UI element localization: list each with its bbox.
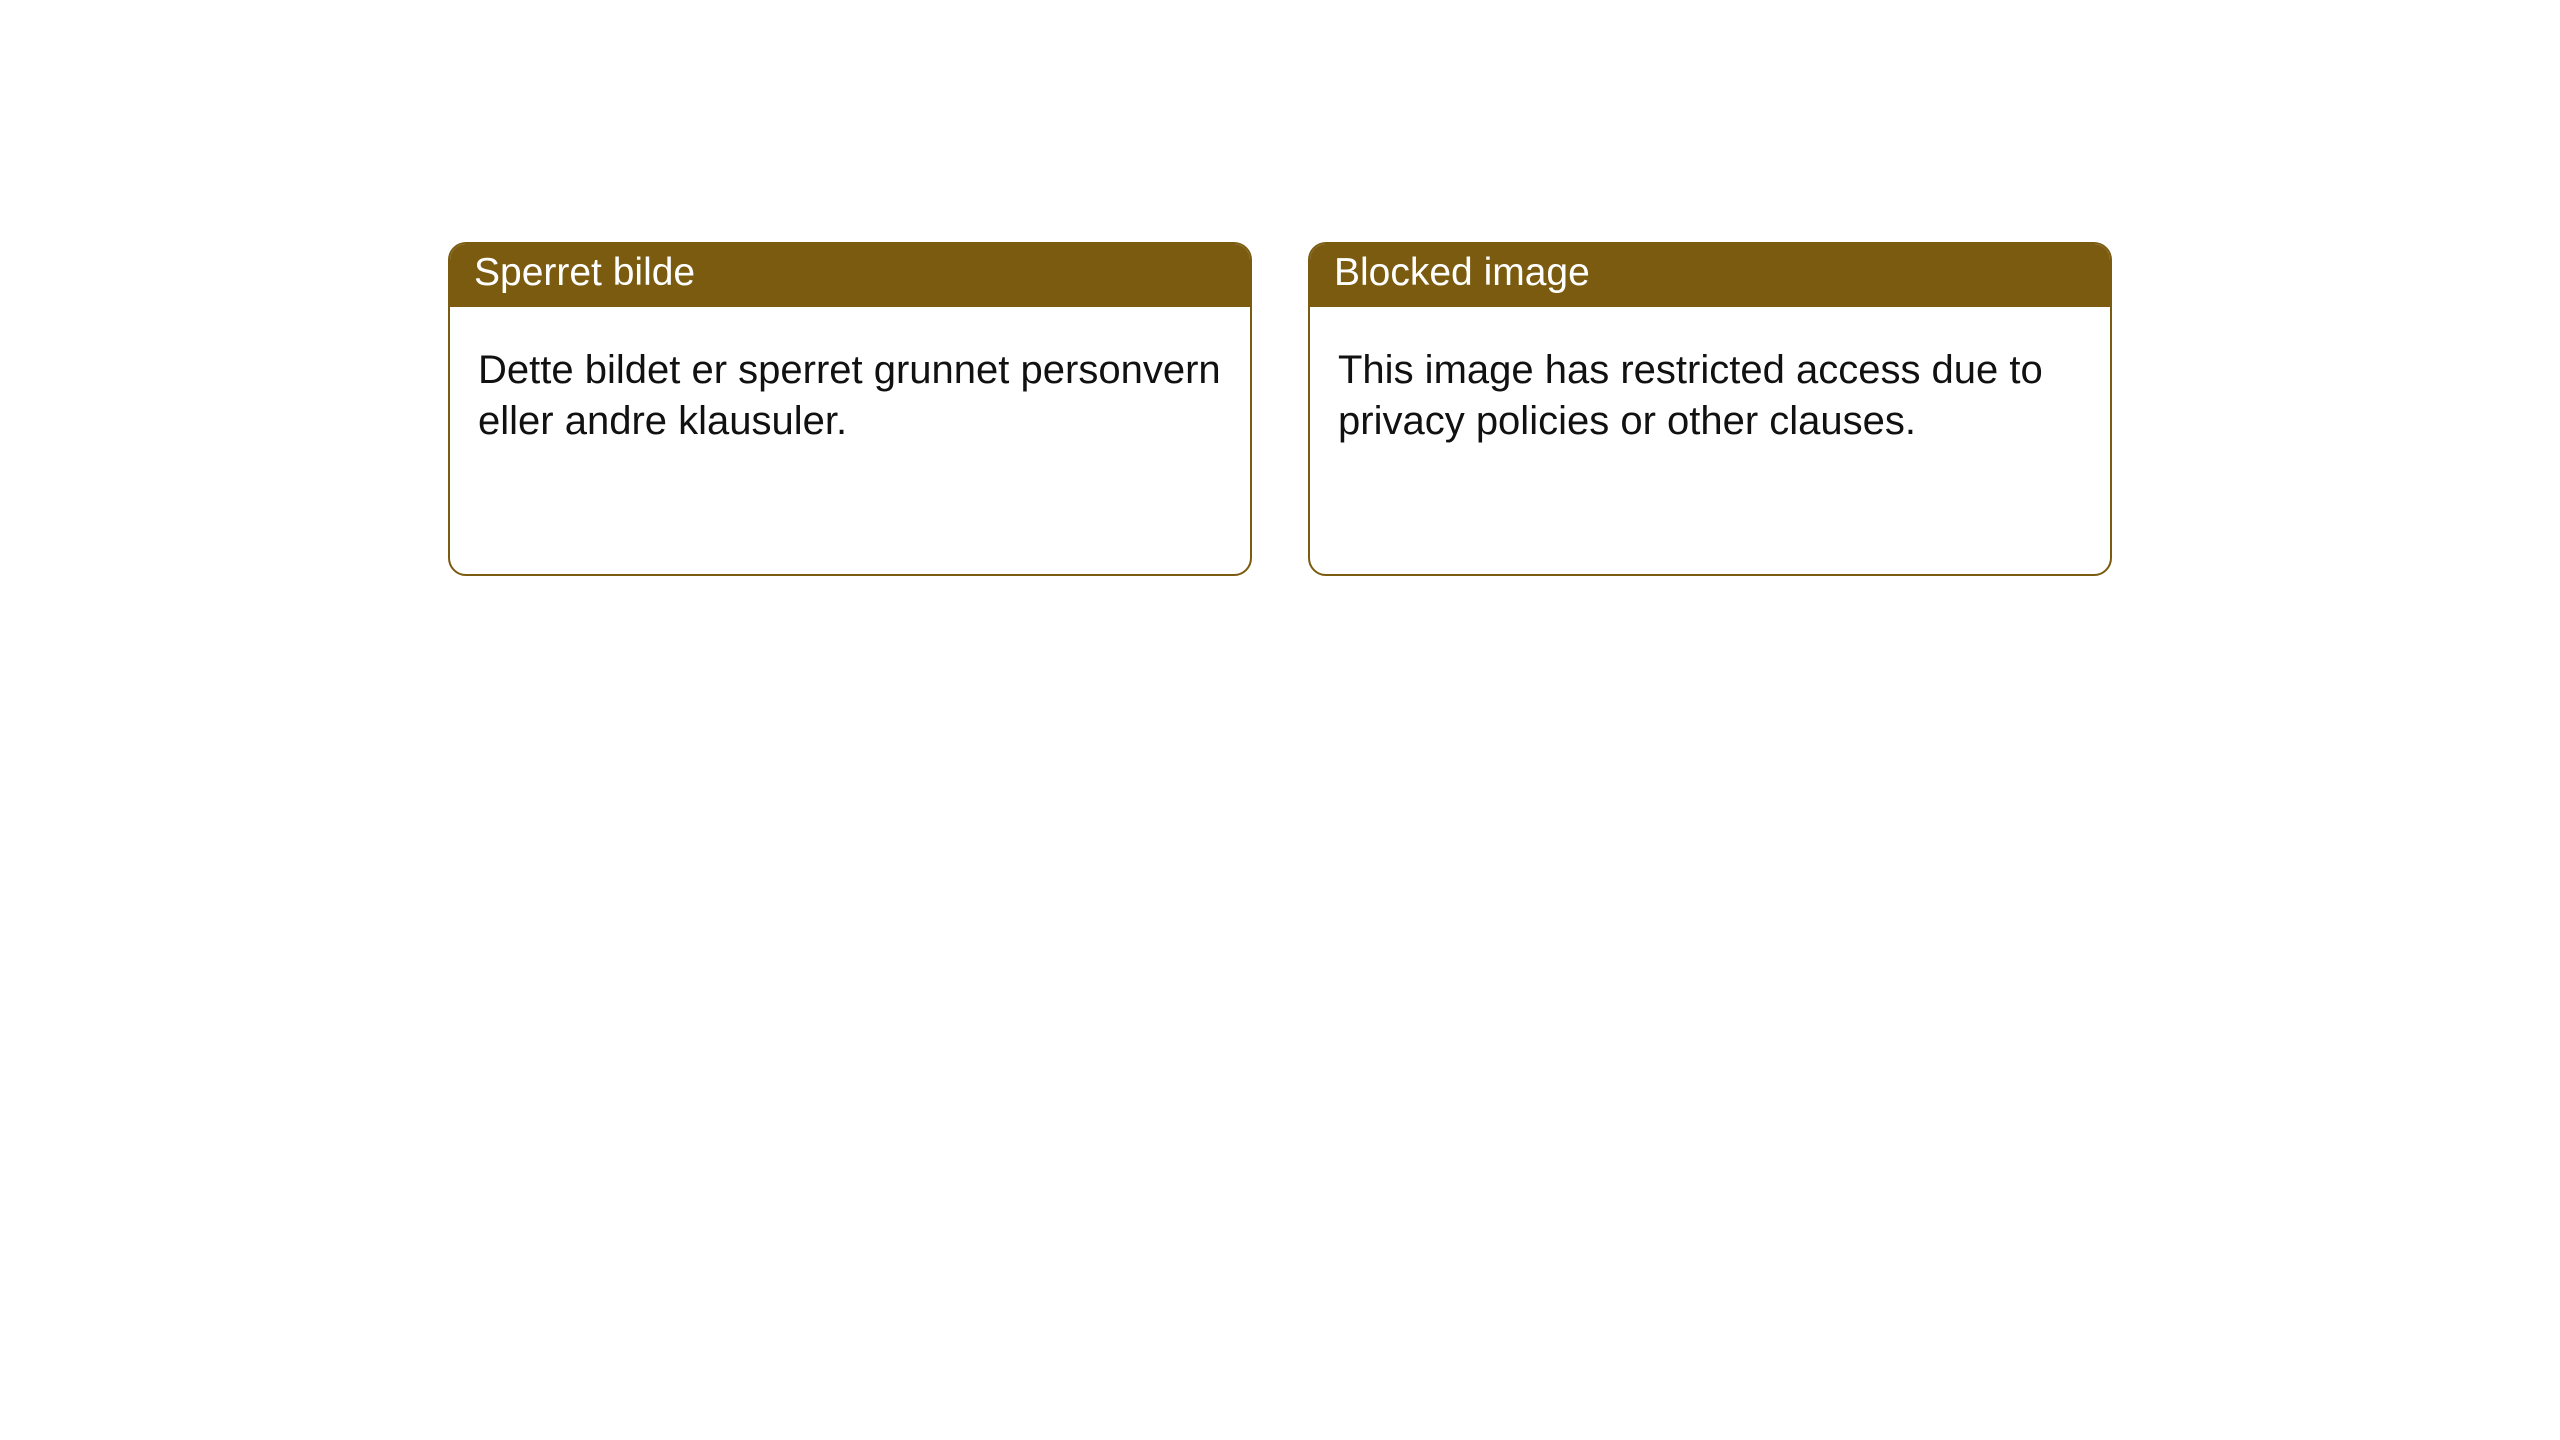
notice-title-english: Blocked image xyxy=(1310,244,2110,307)
notice-card-norwegian: Sperret bilde Dette bildet er sperret gr… xyxy=(448,242,1252,576)
notice-card-english: Blocked image This image has restricted … xyxy=(1308,242,2112,576)
notice-body-norwegian: Dette bildet er sperret grunnet personve… xyxy=(450,307,1250,475)
notice-body-english: This image has restricted access due to … xyxy=(1310,307,2110,475)
notice-title-norwegian: Sperret bilde xyxy=(450,244,1250,307)
notice-container: Sperret bilde Dette bildet er sperret gr… xyxy=(0,0,2560,576)
